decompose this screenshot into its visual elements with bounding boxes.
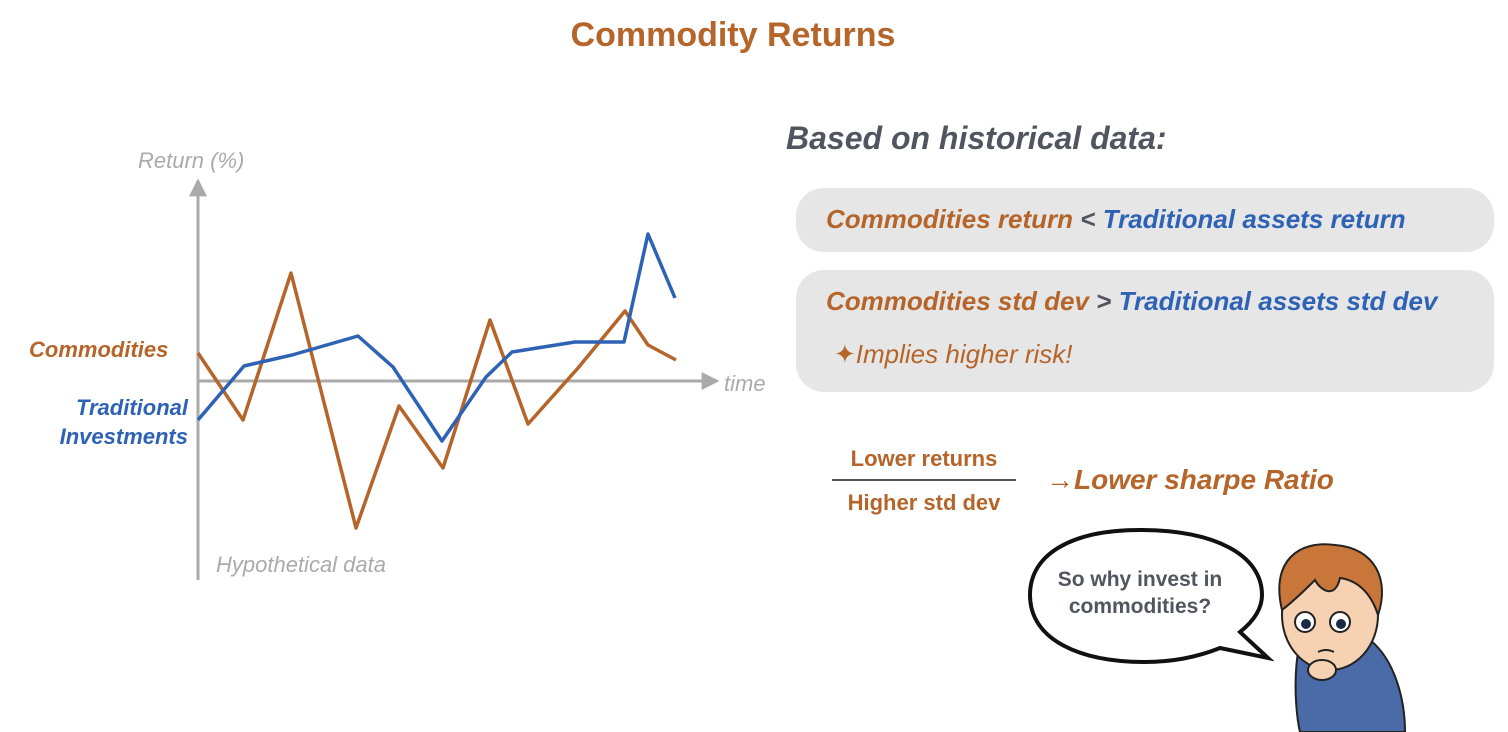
- text: <: [1080, 204, 1096, 234]
- y-axis-label: Return (%): [138, 148, 245, 173]
- heading: Based on historical data:: [786, 120, 1167, 156]
- legend-commodities: Commodities: [29, 337, 169, 362]
- cartoon-boy: [1278, 543, 1407, 732]
- text: >: [1096, 286, 1112, 316]
- risk-note: ✦Implies higher risk!: [834, 339, 1073, 369]
- text: Commodities std dev: [826, 286, 1089, 316]
- numerator: Lower returns: [850, 446, 998, 471]
- result: →Lower sharpe Ratio: [1046, 464, 1334, 495]
- denominator: Higher std dev: [847, 490, 1001, 515]
- legend-traditional: Traditional Investments: [59, 395, 188, 449]
- traditional-line: [196, 232, 677, 443]
- text: Traditional assets return: [1102, 204, 1406, 234]
- title: Commodity Returns: [570, 16, 896, 54]
- speech-bubble: [1027, 527, 1275, 665]
- text: Commodities return: [826, 204, 1074, 234]
- chart-note: Hypothetical data: [216, 552, 386, 577]
- box-returns-text: Commodities return < Traditional assets …: [826, 204, 1406, 235]
- x-axis-label: time: [724, 371, 766, 396]
- box-stddev: [796, 270, 1494, 392]
- box-stddev-text: Commodities std dev > Traditional assets…: [826, 286, 1437, 317]
- box-returns: [796, 188, 1494, 252]
- bubble-text: So why invest in commodities?: [1057, 568, 1223, 618]
- commodities-line: [196, 271, 677, 530]
- text: Traditional assets std dev: [1118, 286, 1438, 316]
